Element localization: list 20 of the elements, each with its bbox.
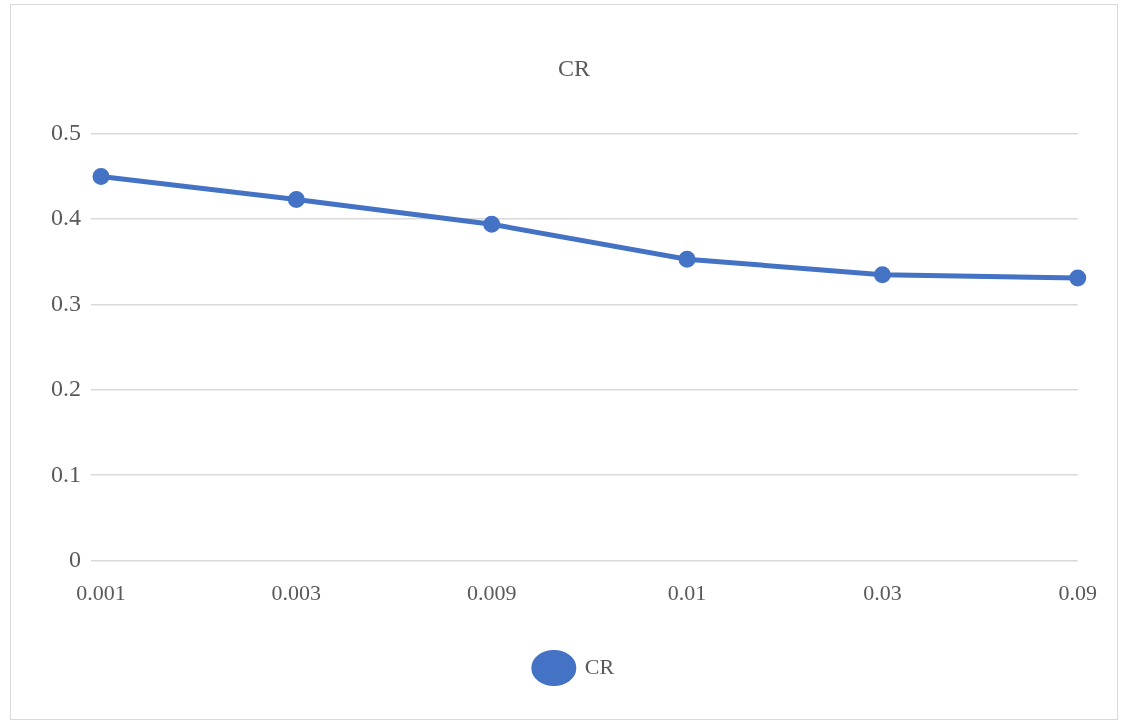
legend-label: CR <box>584 653 615 679</box>
x-tick-label: 0.001 <box>76 579 126 605</box>
x-tick-label: 0.01 <box>667 579 707 605</box>
y-tick-label: 0.1 <box>51 460 81 487</box>
x-tick-label: 0.003 <box>271 579 322 605</box>
y-tick-label: 0.3 <box>51 289 81 316</box>
y-tick-label: 0.4 <box>51 204 81 231</box>
x-tick-label: 0.03 <box>863 579 902 605</box>
y-tick-label: 0.5 <box>51 119 81 146</box>
x-tick-label: 0.009 <box>466 579 517 605</box>
point <box>873 266 891 284</box>
x-tick-label: 0.09 <box>1058 579 1097 605</box>
y-tick-label: 0 <box>69 545 81 572</box>
y-tick-label: 0.2 <box>51 375 81 402</box>
point <box>92 167 110 185</box>
point <box>287 191 305 209</box>
point <box>483 215 501 233</box>
point <box>678 250 696 268</box>
chart-title: CR <box>557 54 591 81</box>
point <box>1069 269 1087 287</box>
